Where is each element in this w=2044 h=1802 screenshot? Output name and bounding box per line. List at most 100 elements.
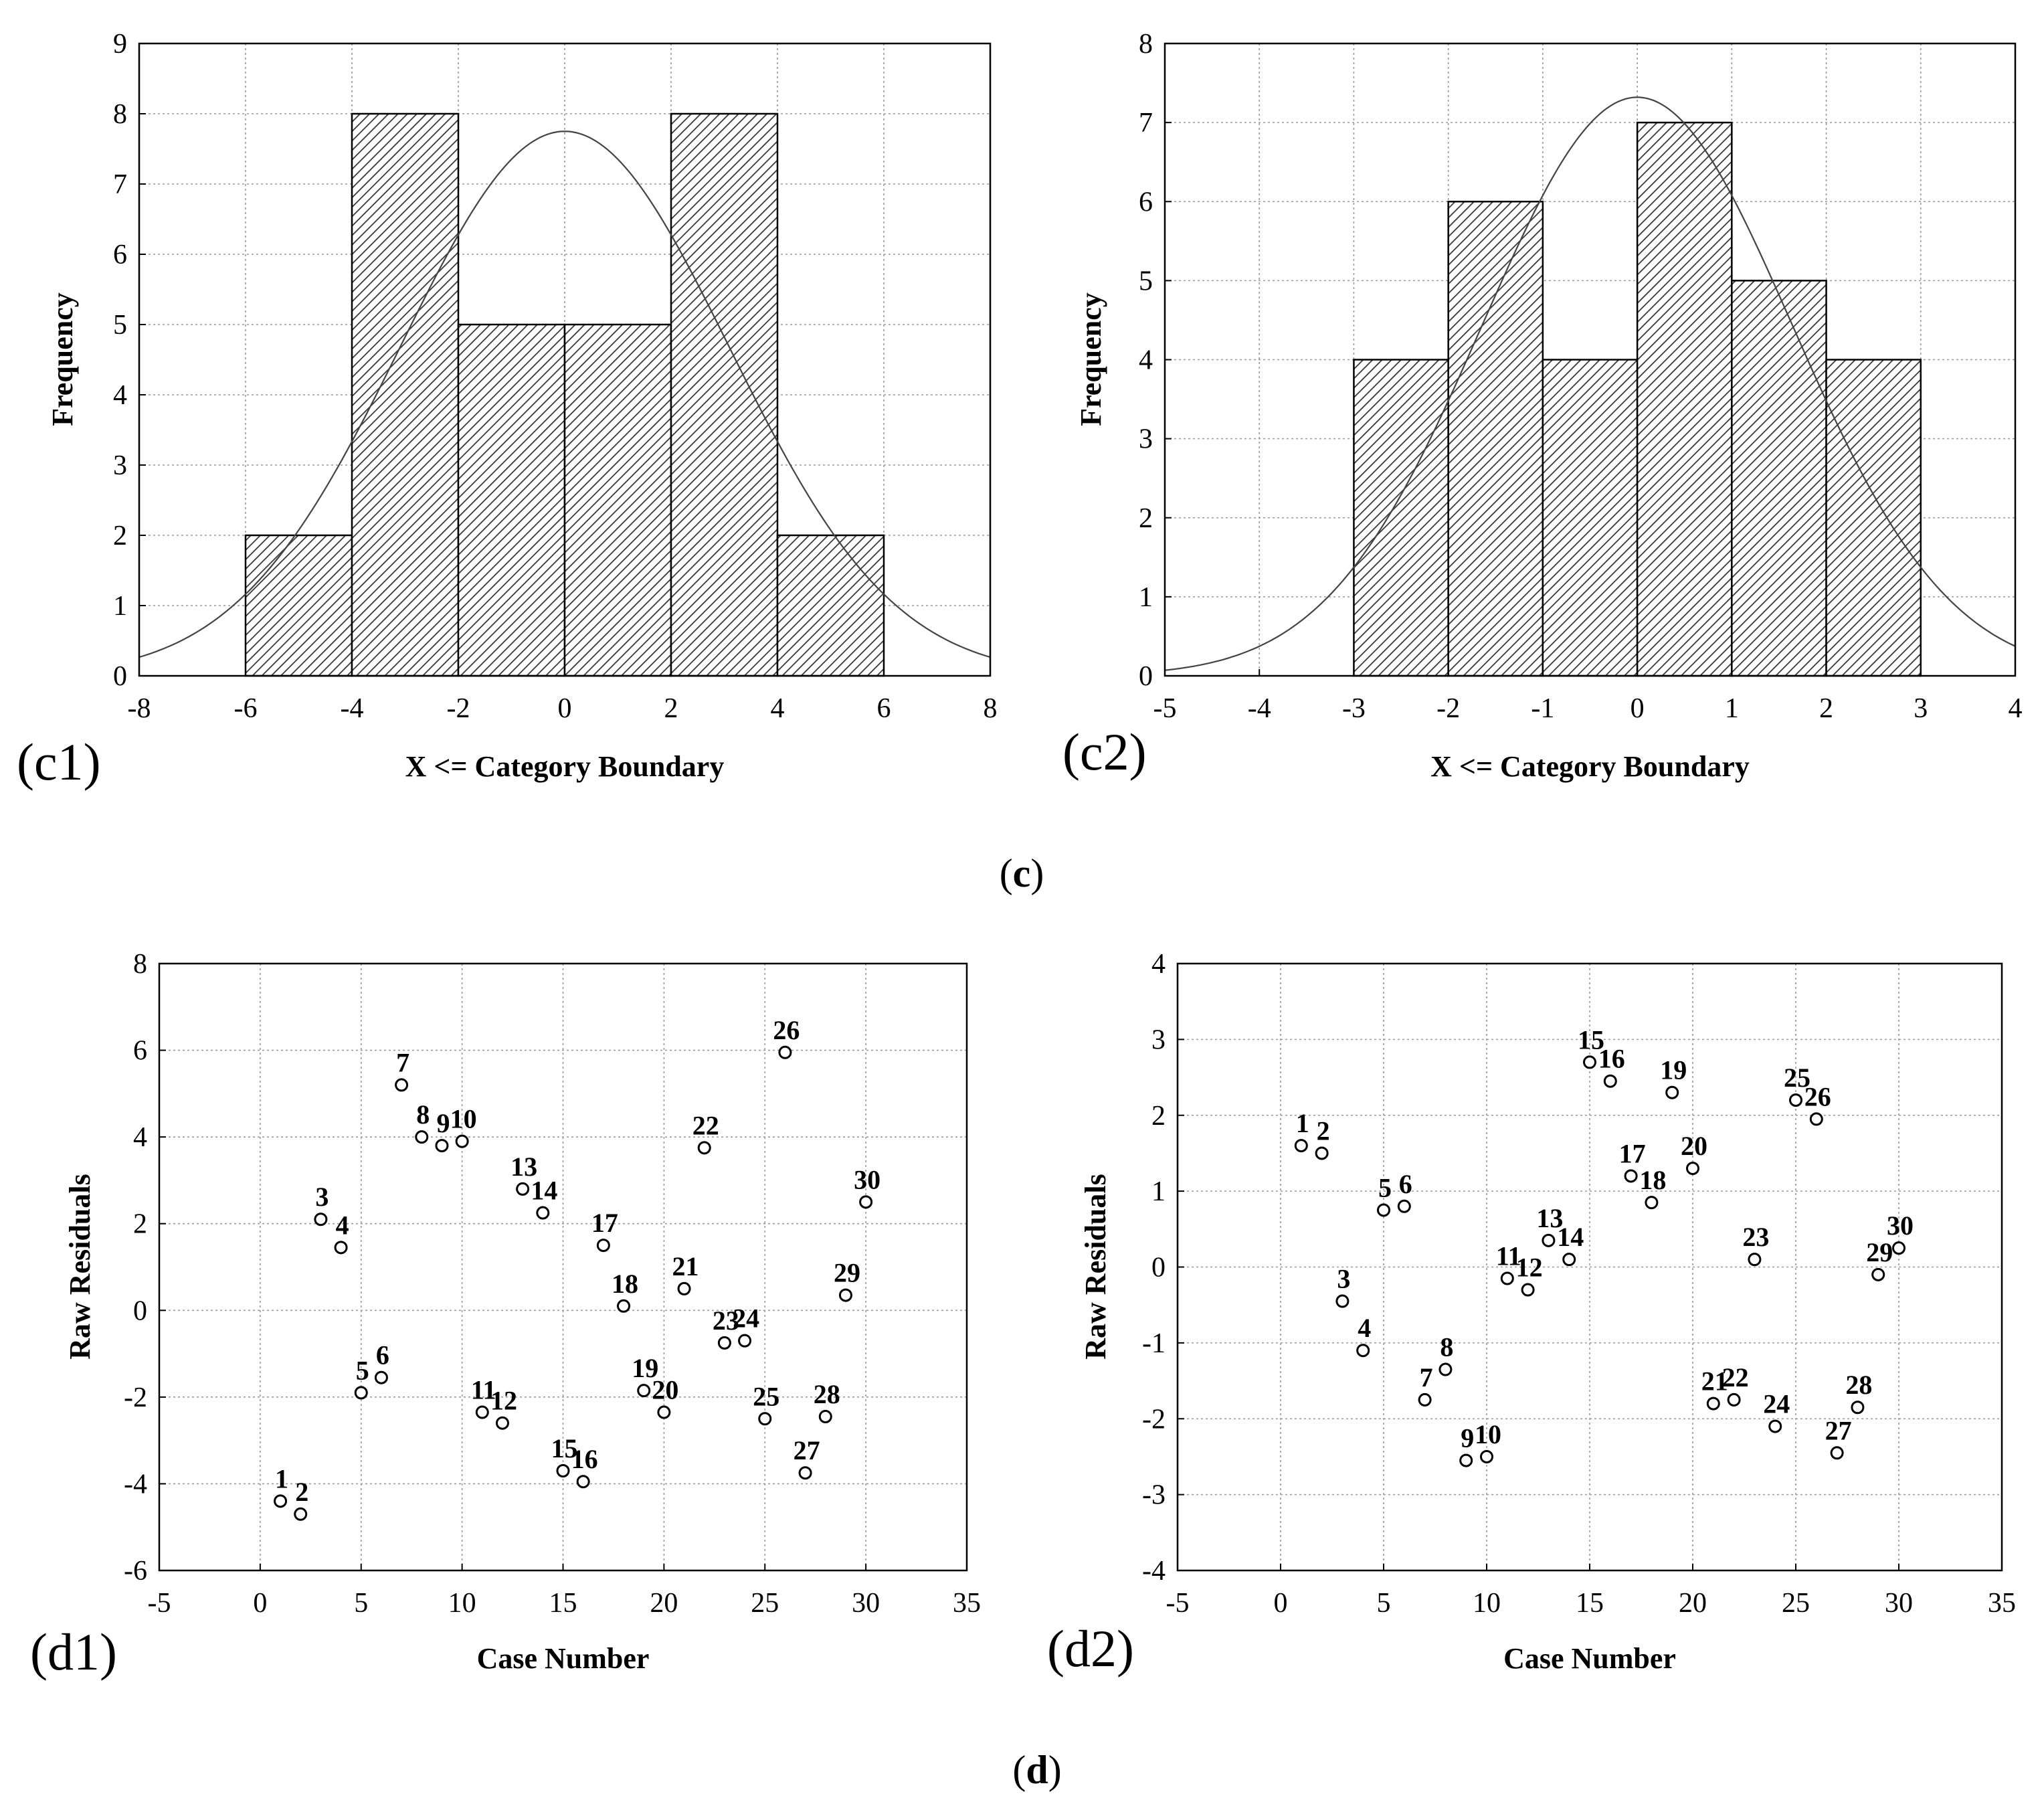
- point-label: 17: [591, 1208, 618, 1238]
- histogram-bar: [670, 112, 779, 677]
- histogram-bar: [1353, 359, 1449, 677]
- y-tick-label: 2: [133, 1209, 147, 1240]
- scatter-point: [798, 1466, 812, 1480]
- point-label: 19: [1660, 1055, 1687, 1085]
- point-label: 24: [733, 1303, 759, 1334]
- point-label: 25: [1784, 1063, 1810, 1093]
- point-label: 20: [1681, 1131, 1707, 1161]
- point-label: 13: [1536, 1203, 1563, 1233]
- y-tick-label: 2: [1139, 503, 1153, 534]
- point-label: 16: [1598, 1044, 1625, 1074]
- point-label: 13: [510, 1152, 537, 1182]
- y-tick-label: -3: [1142, 1480, 1166, 1511]
- panel-label: (c2): [1062, 723, 1147, 781]
- point-label: 3: [1337, 1264, 1350, 1294]
- scatter-point: [838, 1288, 852, 1302]
- x-tick-label: 20: [1679, 1588, 1707, 1619]
- scatter-point: [1356, 1344, 1370, 1358]
- y-tick-label: 0: [1139, 661, 1153, 692]
- scatter-point: [657, 1405, 671, 1419]
- point-label: 18: [612, 1269, 638, 1299]
- point-label: 26: [1804, 1081, 1831, 1111]
- scatter-point: [1480, 1449, 1493, 1463]
- y-tick-label: 8: [133, 949, 147, 980]
- x-tick-label: 4: [771, 693, 785, 724]
- scatter-point: [314, 1212, 328, 1227]
- x-tick-label: 5: [1377, 1588, 1391, 1619]
- y-tick-label: 2: [113, 521, 127, 551]
- scatter-point: [1727, 1392, 1741, 1407]
- y-tick-label: -2: [124, 1382, 147, 1413]
- scatter-point: [294, 1507, 308, 1521]
- x-tick-label: 35: [1988, 1588, 2016, 1619]
- scatter-point: [1521, 1283, 1535, 1297]
- y-tick-label: -2: [1142, 1404, 1166, 1435]
- panel-label: (c1): [17, 733, 101, 791]
- point-label: 10: [1475, 1419, 1501, 1449]
- point-label: 24: [1763, 1389, 1790, 1419]
- point-label: 1: [275, 1463, 288, 1494]
- point-label: 14: [1557, 1222, 1584, 1252]
- scatter-point: [1315, 1146, 1329, 1160]
- x-tick-label: 0: [1274, 1588, 1288, 1619]
- x-tick-label: 4: [2009, 693, 2023, 724]
- point-label: 19: [632, 1353, 658, 1383]
- point-label: 16: [571, 1444, 598, 1474]
- histogram-bar: [1636, 121, 1733, 677]
- y-tick-label: 1: [1151, 1176, 1166, 1207]
- scatter-point: [1624, 1169, 1638, 1183]
- x-tick-label: 30: [852, 1588, 880, 1619]
- x-tick-label: -8: [128, 693, 151, 724]
- scatter-point: [1397, 1199, 1411, 1213]
- point-label: 11: [1496, 1241, 1521, 1271]
- scatter-point: [1583, 1055, 1596, 1069]
- point-label: 29: [1866, 1237, 1893, 1267]
- x-tick-label: -2: [447, 693, 470, 724]
- scatter-point: [1892, 1241, 1906, 1255]
- point-label: 7: [1420, 1362, 1433, 1392]
- y-tick-label: 0: [1151, 1253, 1166, 1283]
- x-tick-label: 20: [650, 1588, 678, 1619]
- y-tick-label: -4: [124, 1469, 147, 1500]
- histogram-bar: [457, 323, 566, 677]
- scatter-point: [1603, 1074, 1617, 1088]
- x-tick-label: -4: [341, 693, 364, 724]
- y-tick-label: -6: [124, 1556, 147, 1587]
- x-tick-label: -3: [1342, 693, 1366, 724]
- scatter-point: [1542, 1233, 1556, 1247]
- point-label: 15: [1578, 1024, 1604, 1055]
- scatter-point: [1418, 1392, 1432, 1407]
- plot-frame: [1164, 42, 2017, 677]
- scatter-point: [374, 1370, 388, 1384]
- scatter-point: [1871, 1267, 1885, 1281]
- y-tick-label: 3: [113, 450, 127, 481]
- section-label-c: (c): [1000, 851, 1044, 895]
- scatter-point: [738, 1334, 752, 1348]
- point-label: 2: [295, 1477, 308, 1507]
- point-label: 27: [1825, 1415, 1852, 1445]
- scatter-point: [495, 1416, 509, 1430]
- y-tick-label: 3: [1151, 1024, 1166, 1055]
- section-label-d: (d): [1012, 1748, 1061, 1792]
- x-tick-label: 25: [1782, 1588, 1810, 1619]
- normal-curve: [1164, 96, 2016, 671]
- scatter-point: [475, 1405, 489, 1419]
- scatter-point: [395, 1078, 409, 1092]
- point-label: 12: [1516, 1253, 1543, 1283]
- point-label: 22: [692, 1110, 719, 1140]
- histogram-bar: [563, 323, 672, 677]
- x-tick-label: 0: [1631, 693, 1645, 724]
- y-tick-label: 4: [113, 380, 127, 411]
- panel-label: (d1): [30, 1623, 117, 1681]
- x-tick-label: -5: [1166, 1588, 1190, 1619]
- x-tick-label: -6: [234, 693, 258, 724]
- y-tick-label: 4: [1139, 345, 1153, 376]
- scatter-point: [758, 1412, 772, 1426]
- y-axis-label: Frequency: [1075, 292, 1107, 426]
- x-tick-label: -1: [1531, 693, 1554, 724]
- panel-label: (d2): [1047, 1619, 1134, 1678]
- histogram-bar: [1542, 359, 1639, 677]
- point-label: 20: [652, 1375, 678, 1405]
